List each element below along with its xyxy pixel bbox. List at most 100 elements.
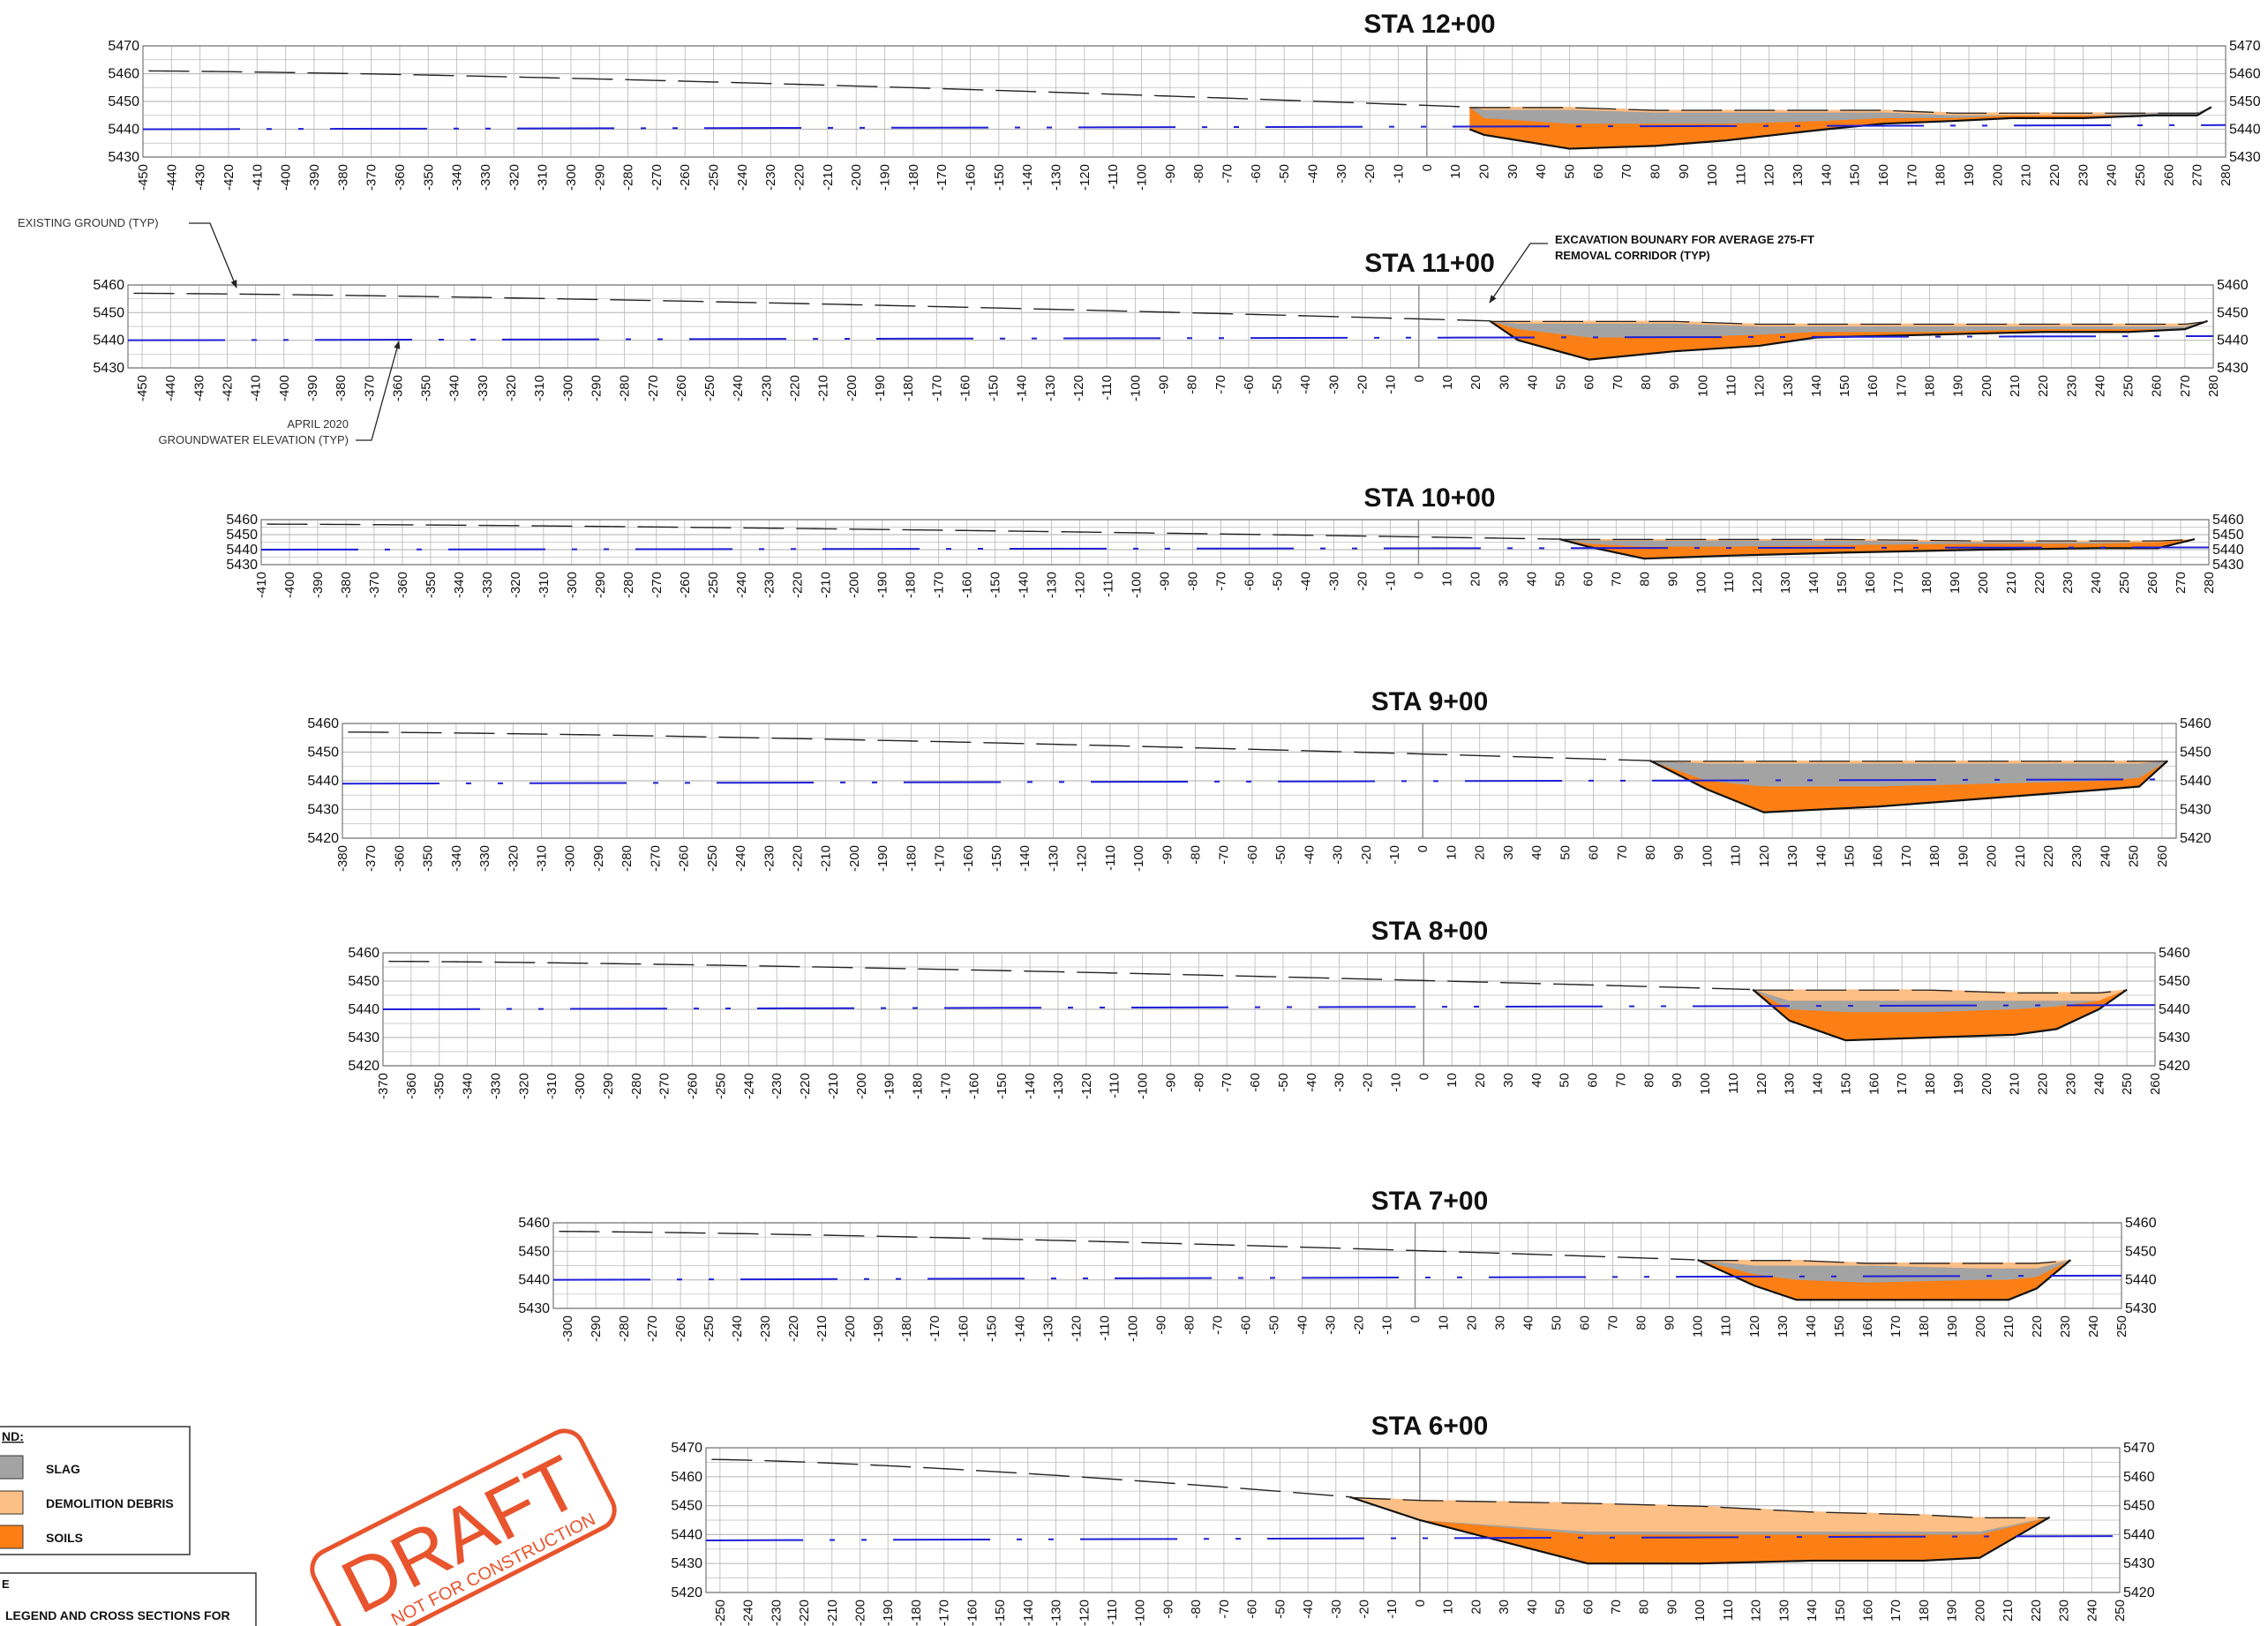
debris-zone — [1697, 1260, 2071, 1269]
x-tick-label: -270 — [650, 164, 665, 191]
legend-swatch-soils — [0, 1525, 24, 1549]
callout-groundwater-label-1: APRIL 2020 — [287, 417, 349, 431]
callout-existing-ground-label: EXISTING GROUND (TYP) — [18, 216, 159, 229]
x-tick-label: -150 — [984, 1315, 999, 1342]
x-tick-label: -130 — [1049, 164, 1064, 191]
x-tick-label: -450 — [135, 375, 150, 401]
x-tick-label: -40 — [1302, 845, 1317, 865]
x-tick-label: -30 — [1326, 572, 1341, 591]
x-tick-label: -290 — [593, 572, 608, 598]
x-tick-label: -90 — [1158, 572, 1173, 591]
x-tick-label: -110 — [1097, 1315, 1112, 1341]
x-tick-label: -450 — [136, 164, 151, 191]
section-title: STA 12+00 — [1363, 10, 1495, 39]
x-tick-label: 60 — [1586, 1073, 1601, 1088]
x-tick-label: -10 — [1380, 1315, 1395, 1335]
x-tick-label: -320 — [507, 164, 522, 191]
x-tick-label: 70 — [1613, 1073, 1628, 1088]
x-tick-label: -170 — [929, 375, 944, 401]
x-tick-label: 220 — [2047, 164, 2062, 186]
plot-frame — [342, 723, 2177, 839]
groundwater-line — [552, 1274, 2122, 1281]
x-tick-label: -130 — [1040, 1315, 1055, 1342]
x-tick-label: -10 — [1388, 1073, 1403, 1092]
x-tick-label: 130 — [1791, 164, 1806, 186]
x-tick-label: 110 — [1721, 1600, 1736, 1621]
x-tick-label: 220 — [2032, 572, 2047, 594]
x-tick-label: -360 — [404, 1073, 419, 1099]
x-tick-label: -140 — [1023, 1073, 1038, 1099]
plot-frame — [260, 519, 2210, 566]
x-tick-label: -310 — [532, 375, 547, 401]
y-tick-label-right: 5420 — [2180, 831, 2212, 846]
x-tick-label: 280 — [2219, 164, 2234, 186]
x-tick-label: 80 — [1634, 1315, 1649, 1330]
x-tick-label: -410 — [250, 164, 265, 191]
x-tick-label: -140 — [1015, 375, 1030, 401]
x-tick-label: 210 — [2013, 845, 2028, 867]
x-tick-label: -20 — [1359, 845, 1374, 865]
x-tick-label: -390 — [311, 572, 326, 598]
x-tick-label: -380 — [335, 845, 350, 872]
x-tick-label: 50 — [1554, 375, 1569, 390]
x-tick-label: 120 — [1754, 1073, 1769, 1095]
x-tick-label: 260 — [2148, 1073, 2163, 1095]
x-tick-label: -150 — [989, 845, 1004, 872]
y-tick-label-right: 5440 — [2180, 774, 2212, 789]
x-tick-label: -220 — [790, 845, 805, 872]
x-tick-label: -70 — [1213, 375, 1228, 394]
x-tick-label: -220 — [792, 164, 807, 191]
x-tick-label: 190 — [1945, 1315, 1960, 1338]
x-tick-label: 220 — [2036, 375, 2051, 397]
x-tick-label: -420 — [222, 164, 237, 191]
x-tick-label: 230 — [2069, 845, 2084, 867]
x-tick-label: -140 — [1018, 845, 1033, 872]
x-tick-label: -50 — [1277, 164, 1292, 184]
x-tick-label: 90 — [1664, 1600, 1679, 1615]
y-tick-label-left: 5420 — [348, 1059, 379, 1074]
x-tick-label: -370 — [364, 164, 379, 191]
x-tick-label: -230 — [763, 164, 778, 191]
x-tick-label: -20 — [1352, 1315, 1367, 1335]
x-tick-label: -270 — [648, 845, 663, 872]
x-tick-label: -310 — [535, 845, 550, 872]
y-tick-label-right: 5450 — [2180, 746, 2212, 761]
x-tick-label: -70 — [1217, 845, 1232, 865]
groundwater-line — [127, 334, 2214, 341]
x-tick-label: -20 — [1363, 164, 1378, 184]
x-tick-label: -380 — [335, 164, 350, 191]
x-tick-label: -20 — [1355, 572, 1370, 591]
x-tick-label: -370 — [362, 375, 377, 401]
x-tick-label: -220 — [791, 572, 806, 598]
x-tick-label: -230 — [769, 1600, 784, 1626]
x-tick-label: -100 — [1125, 1315, 1140, 1342]
y-tick-label-right: 5450 — [2217, 305, 2249, 320]
x-tick-label: -170 — [927, 1315, 942, 1342]
x-tick-label: 220 — [2030, 1315, 2045, 1338]
x-tick-label: 230 — [2057, 1600, 2072, 1622]
x-tick-label: -300 — [573, 1073, 588, 1099]
x-tick-label: -180 — [904, 572, 919, 598]
x-tick-label: -280 — [621, 164, 636, 191]
x-tick-label: 100 — [1698, 1073, 1713, 1095]
x-tick-label: 230 — [2058, 1315, 2073, 1338]
existing-ground-line — [711, 1458, 1350, 1498]
callout-groundwater-label-2: GROUNDWATER ELEVATION (TYP) — [159, 433, 349, 446]
legend-label-soils: SOILS — [46, 1531, 83, 1545]
plot-frame — [705, 1447, 2121, 1593]
x-tick-label: 20 — [1465, 1315, 1480, 1330]
cross-section-1: STA 11+00-450 -440 -430 -420 -410 -400 -390 -38… — [93, 249, 2248, 401]
x-tick-label: -290 — [591, 845, 606, 872]
x-tick-label: -280 — [629, 1073, 644, 1099]
x-tick-label: 190 — [1948, 572, 1963, 594]
x-tick-label: -160 — [964, 164, 979, 191]
x-tick-label: 0 — [1412, 375, 1427, 382]
note-frame — [0, 1572, 257, 1626]
y-tick-label-left: 5430 — [348, 1030, 379, 1045]
x-tick-label: 100 — [1691, 1315, 1706, 1338]
x-tick-label: 190 — [1951, 375, 1966, 397]
x-tick-label: -20 — [1356, 1600, 1371, 1619]
x-tick-label: -240 — [735, 164, 750, 191]
x-tick-label: -140 — [1012, 1315, 1027, 1342]
groundwater-line — [342, 778, 2177, 785]
